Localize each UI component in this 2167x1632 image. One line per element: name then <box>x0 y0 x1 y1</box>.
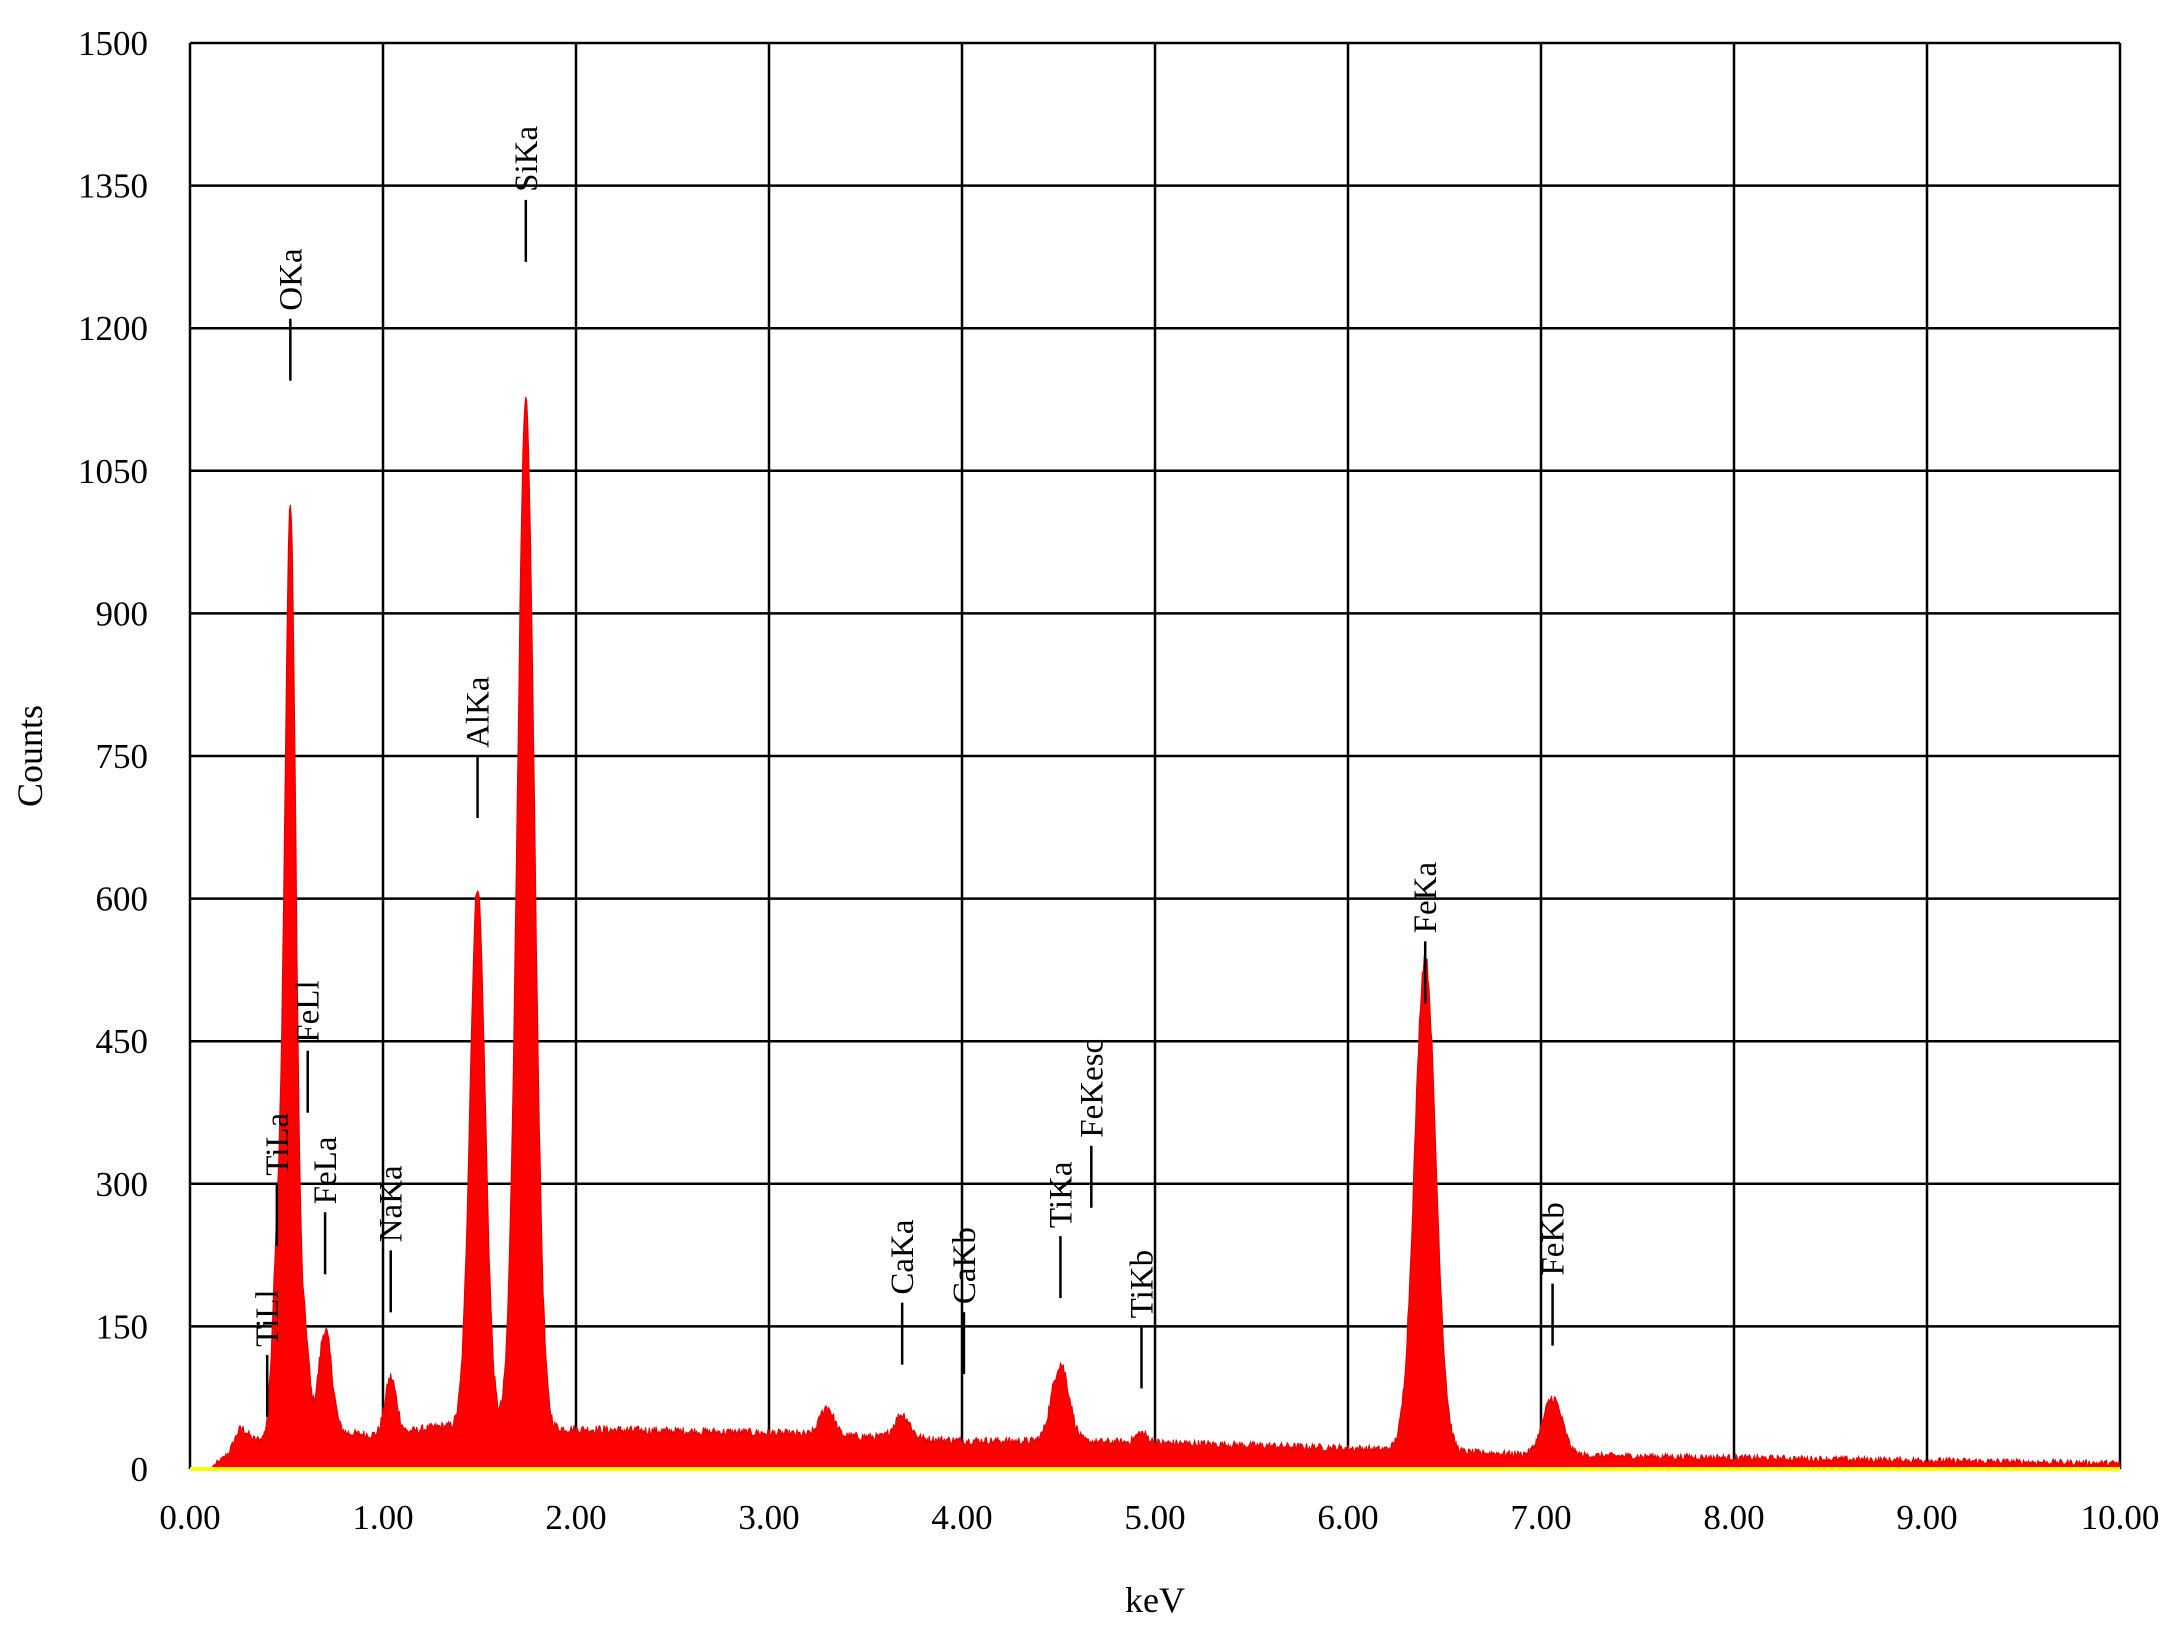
y-tick-label: 1200 <box>78 309 148 348</box>
y-tick-label: 150 <box>96 1307 149 1346</box>
peak-label: FeKb <box>1536 1202 1572 1275</box>
peak-label: CaKa <box>885 1219 921 1294</box>
spectrum-area <box>190 396 2121 1470</box>
x-tick-label: 10.00 <box>2081 1498 2160 1537</box>
peak-label: TiKa <box>1043 1161 1079 1228</box>
y-axis-ticks: 0 150 300 450 600 750 900 1050 1200 1350 1500 <box>78 24 148 1489</box>
peak-label: AlKa <box>461 676 497 748</box>
y-axis-title: Counts <box>10 705 50 807</box>
x-tick-label: 5.00 <box>1124 1498 1185 1537</box>
x-tick-label: 6.00 <box>1317 1498 1378 1537</box>
peak-label: NaKa <box>374 1165 410 1242</box>
x-tick-label: 1.00 <box>352 1498 413 1537</box>
x-tick-label: 7.00 <box>1510 1498 1571 1537</box>
peak-label: FeLa <box>308 1136 344 1204</box>
peak-label: SiKa <box>509 126 545 192</box>
y-tick-label: 1350 <box>78 167 148 206</box>
y-tick-label: 450 <box>96 1022 149 1061</box>
peak-label: FeLl <box>291 980 327 1042</box>
peak-label: OKa <box>273 248 309 311</box>
y-tick-label: 600 <box>96 880 149 919</box>
peak-label: FeKa <box>1408 862 1444 934</box>
grid-lines <box>188 41 2122 1471</box>
x-tick-label: 9.00 <box>1896 1498 1957 1537</box>
x-tick-label: 0.00 <box>159 1498 220 1537</box>
x-tick-label: 4.00 <box>931 1498 992 1537</box>
x-tick-label: 3.00 <box>738 1498 799 1537</box>
y-tick-label: 900 <box>96 594 149 633</box>
peak-markers: TiLl TiLa FeLl FeLa OKa NaKa AlKa SiKa CaKa CaKb T… <box>250 126 1572 1417</box>
peak-label: TiLl <box>250 1289 286 1347</box>
x-tick-label: 8.00 <box>1703 1498 1764 1537</box>
x-axis-title: keV <box>1125 1580 1185 1620</box>
x-axis-ticks: 0.00 1.00 2.00 3.00 4.00 5.00 6.00 7.00 8.00 9.00… <box>159 1498 2159 1537</box>
peak-label: TiKb <box>1124 1250 1160 1319</box>
y-tick-label: 1500 <box>78 24 148 63</box>
y-tick-label: 0 <box>131 1450 149 1489</box>
peak-label: CaKb <box>947 1227 983 1304</box>
peak-label: TiLa <box>260 1112 296 1175</box>
peak-label: FeKesc <box>1074 1039 1110 1138</box>
y-tick-label: 1050 <box>78 452 148 491</box>
y-tick-label: 750 <box>96 737 149 776</box>
x-tick-label: 2.00 <box>545 1498 606 1537</box>
y-tick-label: 300 <box>96 1165 149 1204</box>
